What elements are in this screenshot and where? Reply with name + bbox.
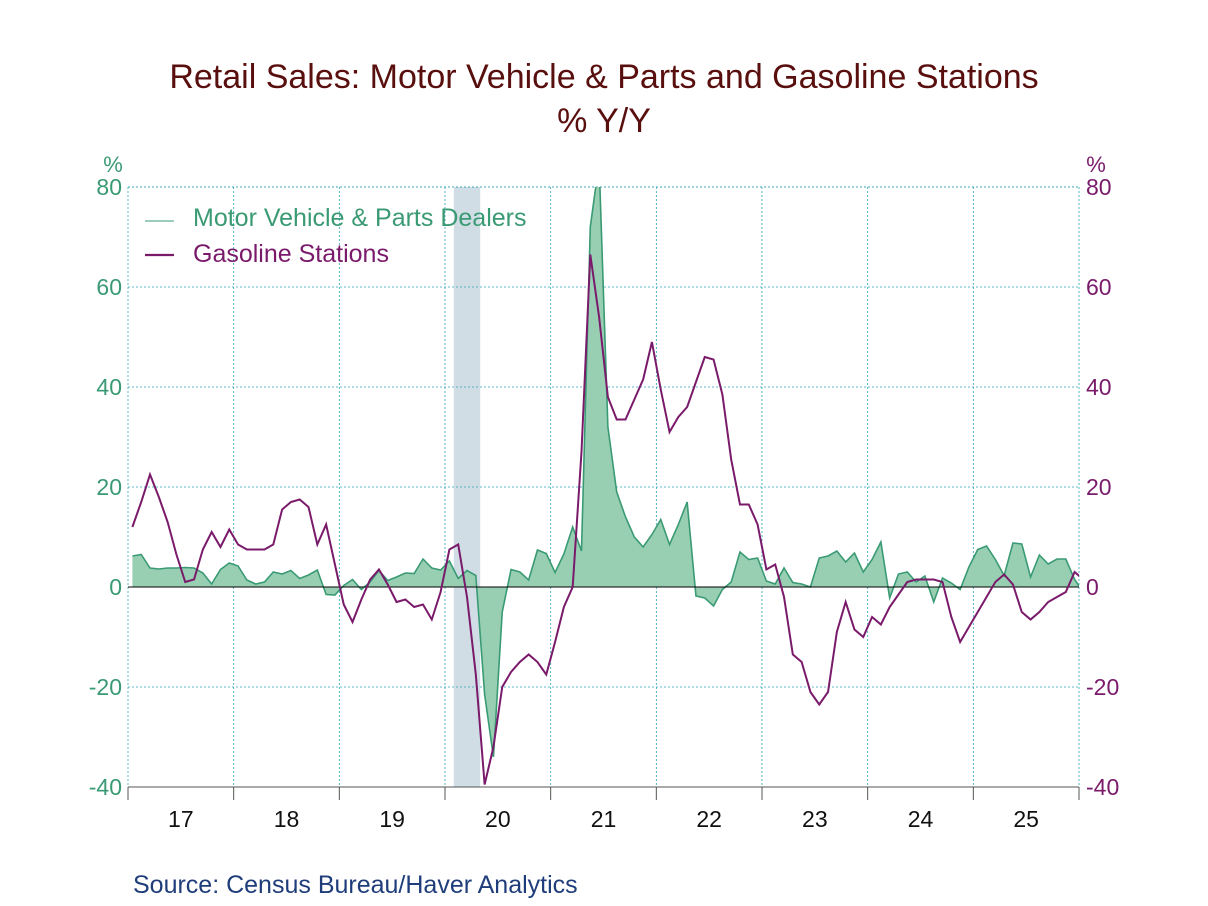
right-tick-label: -20 [1086, 674, 1119, 700]
source-note: Source: Census Bureau/Haver Analytics [133, 871, 578, 899]
x-tick-label: 20 [485, 806, 511, 832]
right-tick-label: 80 [1086, 174, 1112, 200]
x-tick-label: 17 [168, 806, 194, 832]
motor-vehicle-area [132, 187, 1079, 757]
chart-title: Retail Sales: Motor Vehicle & Parts and … [169, 58, 1039, 96]
x-tick-label: 19 [379, 806, 405, 832]
x-tick-label: 24 [908, 806, 934, 832]
right-tick-label: 0 [1086, 574, 1099, 600]
right-tick-label: 60 [1086, 274, 1112, 300]
gasoline-line [131, 254, 1079, 785]
right-axis-unit: % [1086, 152, 1106, 177]
x-tick-label: 21 [591, 806, 617, 832]
x-tick-label: 25 [1013, 806, 1039, 832]
legend-label-gasoline: Gasoline Stations [193, 240, 389, 268]
left-tick-label: 80 [96, 174, 122, 200]
x-tick-label: 23 [802, 806, 828, 832]
legend-label-motor: Motor Vehicle & Parts Dealers [193, 204, 526, 232]
left-tick-label: 0 [109, 574, 122, 600]
chart-subtitle: % Y/Y [557, 102, 651, 140]
left-tick-label: -20 [89, 674, 122, 700]
right-tick-label: 40 [1086, 374, 1112, 400]
left-tick-label: 60 [96, 274, 122, 300]
x-tick-label: 18 [274, 806, 300, 832]
right-tick-label: 20 [1086, 474, 1112, 500]
left-tick-label: 40 [96, 374, 122, 400]
left-tick-label: -40 [89, 774, 122, 800]
left-tick-label: 20 [96, 474, 122, 500]
right-tick-label: -40 [1086, 774, 1119, 800]
motor-vehicle-line [132, 187, 1079, 758]
left-axis-unit: % [103, 152, 123, 177]
x-tick-label: 22 [696, 806, 722, 832]
